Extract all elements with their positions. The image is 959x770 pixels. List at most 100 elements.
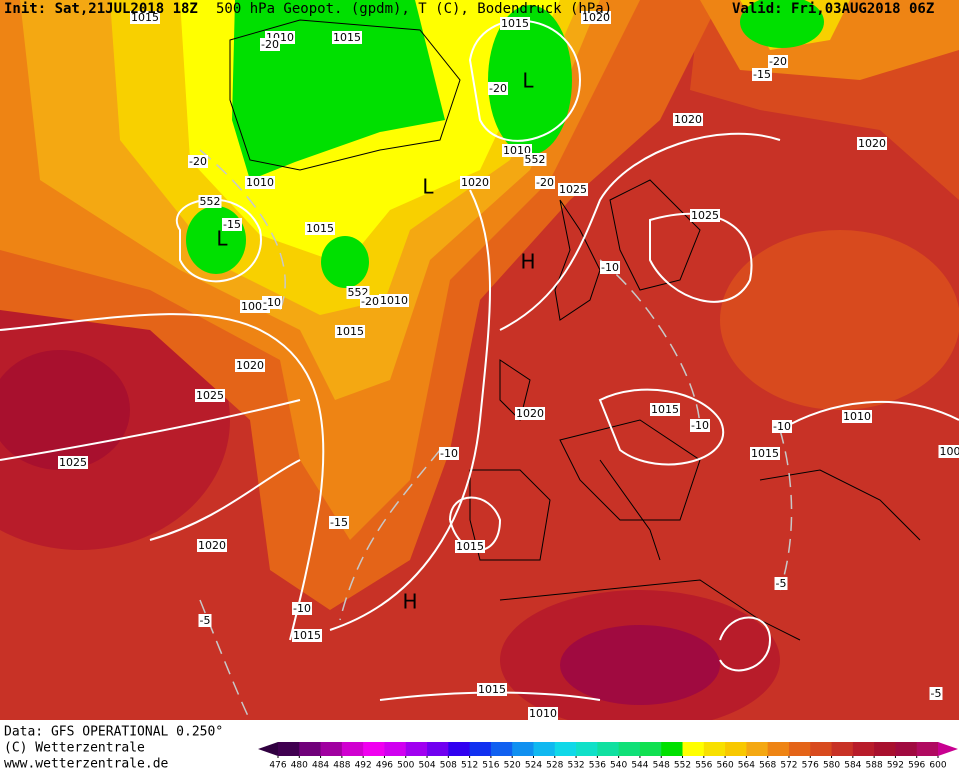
colorbar-segment — [448, 742, 471, 756]
contour-label: 100 — [940, 445, 959, 458]
contour-label: 1015 — [293, 629, 321, 642]
colorbar-segment — [661, 742, 684, 756]
contour-label: 1015 — [333, 31, 361, 44]
colorbar-segment — [576, 742, 598, 756]
contour-label: 1020 — [858, 137, 886, 150]
contour-label: 1025 — [559, 183, 587, 196]
valid-time: Valid: Fri,03AUG2018 06Z — [732, 1, 934, 17]
colorbar-tick-label: 588 — [866, 761, 883, 770]
colorbar-tick-label: 600 — [929, 761, 946, 770]
colorbar-tick-label: 492 — [355, 761, 372, 770]
label-box — [477, 683, 507, 696]
contour-label: 1015 — [651, 403, 679, 416]
field-region — [0, 350, 130, 470]
label-box — [58, 456, 88, 469]
label-box — [772, 420, 792, 433]
url: www.wetterzentrale.de — [4, 757, 169, 770]
colorbar-segment — [703, 742, 726, 756]
colorbar-tick-label: 500 — [397, 761, 414, 770]
label-box — [673, 113, 703, 126]
colorbar-over — [938, 742, 958, 756]
contour-label: -10 — [293, 602, 311, 615]
colorbar-segment — [916, 742, 939, 756]
colorbar-tick-label: 580 — [823, 761, 840, 770]
colorbar-tick-label: 536 — [589, 761, 606, 770]
label-box — [500, 17, 530, 30]
label-box — [460, 176, 490, 189]
colorbar-tick-label: 488 — [333, 761, 350, 770]
field-region — [488, 5, 572, 155]
contour-label: -15 — [330, 516, 348, 529]
copyright: (C) Wetterzentrale — [4, 741, 145, 756]
label-box — [581, 11, 611, 24]
isobars — [0, 19, 959, 701]
contour-label: -10 — [440, 447, 458, 460]
contour-label: 1015 — [456, 540, 484, 553]
label-box — [768, 55, 788, 68]
label-box — [690, 419, 710, 432]
contour-label: -15 — [223, 218, 241, 231]
colorbar-segment — [618, 742, 641, 756]
contour-label: 1025 — [196, 389, 224, 402]
contour-label: 1020 — [674, 113, 702, 126]
data-source: Data: GFS OPERATIONAL 0.250° — [4, 725, 223, 740]
colorbar-segment — [320, 742, 343, 756]
colorbar-tick-label: 496 — [376, 761, 393, 770]
colorbar-tick-label: 516 — [482, 761, 499, 770]
contour-label: 1010 — [529, 707, 557, 720]
label-box — [488, 82, 508, 95]
colorbar-segment — [533, 742, 556, 756]
colorbar-segment — [895, 742, 918, 756]
map-background — [0, 0, 959, 730]
contour-label: 1020 — [516, 407, 544, 420]
contour-label: 1015 — [131, 11, 159, 24]
colorbar-tick-label: 556 — [695, 761, 712, 770]
colorbar-segment — [469, 742, 492, 756]
contour-label: -5 — [931, 687, 942, 700]
contour-label: 1020 — [236, 359, 264, 372]
field-region — [321, 236, 369, 288]
label-box — [260, 38, 280, 51]
label-box — [235, 359, 265, 372]
contour-label: -20 — [261, 38, 279, 51]
colorbar-segment — [554, 742, 577, 756]
colorbar-segment — [490, 742, 513, 756]
colorbar-segment — [427, 742, 449, 756]
contour-label: 1015 — [751, 447, 779, 460]
contour-label: 1025 — [691, 209, 719, 222]
contour-label: -20 — [536, 176, 554, 189]
label-box — [197, 539, 227, 552]
label-box — [188, 155, 208, 168]
pressure-center: H — [520, 250, 535, 274]
colorbar-segment — [363, 742, 385, 756]
label-box — [262, 296, 282, 309]
pressure-center: L — [522, 69, 534, 93]
label-box — [198, 195, 222, 208]
colorbar-tick-label: 524 — [525, 761, 542, 770]
colorbar-segment — [299, 742, 322, 756]
colorbar-tick-label: 584 — [844, 761, 861, 770]
contour-label: -5 — [776, 577, 787, 590]
contour-label: -20 — [769, 55, 787, 68]
contour-label: -10 — [601, 261, 619, 274]
field-region — [740, 0, 824, 48]
contour-label: 1015 — [501, 17, 529, 30]
colorbar-tick-label: 480 — [291, 761, 308, 770]
label-box — [198, 614, 212, 627]
label-box — [439, 447, 459, 460]
contour-label: -10 — [691, 419, 709, 432]
contour-label: 1010 — [246, 176, 274, 189]
colorbar-segment — [810, 742, 833, 756]
colorbar-segment — [852, 742, 875, 756]
label-box — [929, 687, 943, 700]
colorbar-segment — [341, 742, 364, 756]
label-box — [752, 68, 772, 81]
colorbar-segment — [746, 742, 769, 756]
label-box — [455, 540, 485, 553]
colorbar-segment — [278, 742, 300, 756]
colorbar-segment — [405, 742, 428, 756]
colorbar-tick-label: 564 — [738, 761, 755, 770]
label-box — [335, 325, 365, 338]
map-title: 500 hPa Geopot. (gpdm), T (C), Bodendruc… — [216, 1, 612, 17]
